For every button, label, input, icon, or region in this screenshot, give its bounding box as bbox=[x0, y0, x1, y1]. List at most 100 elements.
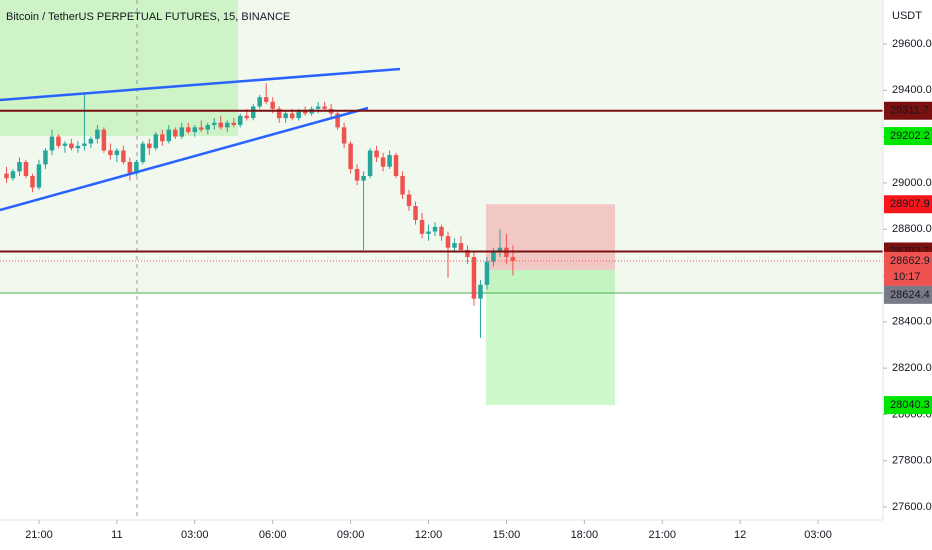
x-tick-label: 12:00 bbox=[415, 529, 443, 541]
price-label: 28907.9 bbox=[890, 198, 930, 210]
x-tick-label: 15:00 bbox=[493, 529, 521, 541]
candle-body bbox=[212, 122, 217, 126]
candle-body bbox=[322, 106, 327, 109]
candle-body bbox=[400, 175, 405, 195]
candle-body bbox=[101, 129, 107, 151]
candle-body bbox=[439, 226, 444, 237]
position-tool bbox=[486, 204, 615, 406]
candle-body bbox=[484, 261, 490, 285]
y-tick-label: 27600.0 bbox=[892, 501, 932, 513]
candle-body bbox=[491, 252, 496, 262]
candle-body bbox=[354, 169, 360, 181]
candle-body bbox=[237, 115, 243, 126]
candle-body bbox=[244, 115, 249, 119]
candle-body bbox=[387, 155, 392, 167]
y-tick-label: 29600.0 bbox=[892, 38, 932, 50]
candle-body bbox=[250, 106, 256, 119]
candle-body bbox=[302, 111, 308, 114]
candle-body bbox=[374, 150, 379, 158]
candle-body bbox=[231, 122, 236, 126]
x-tick-label: 21:00 bbox=[648, 529, 676, 541]
candle-body bbox=[406, 194, 412, 207]
candle-body bbox=[192, 127, 198, 132]
candle-body bbox=[478, 284, 483, 299]
y-tick-label: 27800.0 bbox=[892, 455, 932, 467]
candle-body bbox=[341, 127, 347, 144]
candle-body bbox=[186, 127, 191, 132]
levels bbox=[0, 109, 883, 262]
y-tick-label: 29000.0 bbox=[892, 177, 932, 189]
y-tick-label: 29400.0 bbox=[892, 84, 932, 96]
price-label: 28624.4 bbox=[890, 289, 930, 301]
price-label-box bbox=[884, 285, 932, 304]
candle-body bbox=[88, 138, 94, 144]
x-tick-label: 06:00 bbox=[259, 529, 287, 541]
candle-body bbox=[56, 136, 61, 146]
candle-body bbox=[471, 256, 477, 299]
candle-body bbox=[4, 173, 9, 179]
candle-body bbox=[257, 97, 262, 107]
candle-body bbox=[173, 129, 178, 137]
candle-body bbox=[465, 250, 470, 257]
countdown: 10:17 bbox=[893, 271, 921, 283]
candle-body bbox=[315, 106, 321, 109]
price-label-box bbox=[884, 127, 932, 146]
price-label: 29202.2 bbox=[890, 130, 930, 142]
candle-body bbox=[510, 256, 516, 261]
axis-labels: 27600.027800.028000.028200.028400.028600… bbox=[25, 38, 932, 541]
candle-body bbox=[224, 122, 230, 128]
candle-body bbox=[75, 145, 81, 149]
candle-body bbox=[199, 127, 204, 130]
candle-body bbox=[153, 134, 159, 149]
candle-body bbox=[10, 171, 16, 179]
x-tick-label: 03:00 bbox=[804, 529, 832, 541]
candle-body bbox=[361, 175, 366, 181]
candle-body bbox=[218, 122, 223, 128]
candle-body bbox=[160, 134, 165, 142]
candle-body bbox=[127, 162, 133, 174]
candle-body bbox=[43, 150, 48, 165]
candle-body bbox=[140, 143, 146, 163]
candle-body bbox=[393, 155, 399, 176]
candle-body bbox=[95, 129, 100, 139]
candle-body bbox=[30, 175, 35, 188]
candle-body bbox=[335, 113, 340, 128]
candles bbox=[4, 83, 516, 339]
unit-label: USDT bbox=[892, 10, 922, 22]
candle-body bbox=[62, 143, 68, 146]
price-label-box bbox=[884, 396, 932, 415]
y-tick-label: 28400.0 bbox=[892, 316, 932, 328]
candle-body bbox=[17, 162, 22, 172]
trendline bbox=[0, 106, 369, 212]
price-label-box bbox=[884, 251, 932, 286]
price-label: 28662.9 bbox=[890, 255, 930, 267]
candle-body bbox=[445, 236, 451, 248]
target-zone bbox=[486, 269, 615, 406]
time-axis bbox=[0, 520, 932, 550]
candle-body bbox=[263, 97, 269, 102]
candle-body bbox=[114, 150, 120, 156]
candle-body bbox=[413, 206, 418, 220]
candle-body bbox=[367, 150, 373, 176]
candle-body bbox=[121, 150, 126, 163]
price-label: 29311.7 bbox=[890, 105, 929, 117]
candle-body bbox=[36, 164, 42, 188]
candle-body bbox=[452, 243, 457, 248]
x-tick-label: 03:00 bbox=[181, 529, 209, 541]
candle-body bbox=[69, 143, 74, 149]
candle-body bbox=[179, 127, 185, 137]
x-tick-label: 12 bbox=[734, 529, 746, 541]
candle-body bbox=[134, 162, 139, 174]
x-tick-label: 11 bbox=[111, 529, 122, 541]
price-label: 28040.3 bbox=[890, 399, 930, 411]
trendline bbox=[0, 67, 401, 102]
x-tick-label: 18:00 bbox=[571, 529, 599, 541]
candle-body bbox=[82, 143, 87, 146]
candle-body bbox=[108, 150, 113, 156]
candle-body bbox=[426, 231, 431, 234]
y-tick-label: 28800.0 bbox=[892, 223, 932, 235]
y-tick-label: 28200.0 bbox=[892, 362, 932, 374]
chart-title: Bitcoin / TetherUS PERPETUAL FUTURES, 15… bbox=[6, 11, 290, 23]
